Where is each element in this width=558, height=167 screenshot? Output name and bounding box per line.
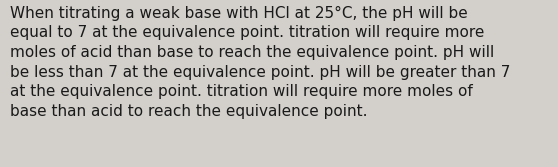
Text: When titrating a weak base with HCl at 25°C, the pH will be
equal to 7 at the eq: When titrating a weak base with HCl at 2… (10, 6, 511, 119)
